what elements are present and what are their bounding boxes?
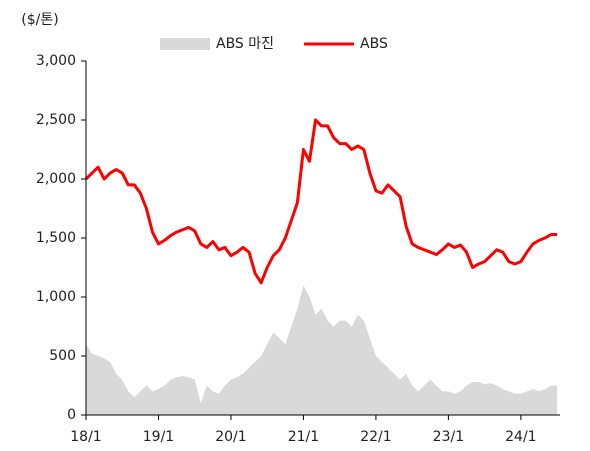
x-tick-label: 19/1 (143, 429, 174, 445)
x-tick-label: 22/1 (360, 429, 391, 445)
legend-label: ABS (360, 36, 388, 52)
y-tick-label: 500 (49, 348, 76, 364)
legend-swatch (160, 38, 210, 50)
unit-label: ($/톤) (21, 12, 58, 28)
x-tick-label: 23/1 (433, 429, 464, 445)
x-tick-label: 21/1 (288, 429, 319, 445)
y-tick-label: 3,000 (36, 53, 76, 69)
y-tick-label: 0 (67, 407, 76, 423)
legend-label: ABS 마진 (216, 36, 274, 52)
x-tick-label: 20/1 (215, 429, 246, 445)
x-tick-label: 18/1 (70, 429, 101, 445)
x-tick-label: 24/1 (505, 429, 536, 445)
line (84, 118, 558, 285)
y-tick-label: 2,500 (36, 112, 76, 128)
y-tick-label: 1,000 (36, 289, 76, 305)
area (86, 285, 558, 415)
y-tick-label: 2,000 (36, 171, 76, 187)
y-tick-label: 1,500 (36, 230, 76, 246)
